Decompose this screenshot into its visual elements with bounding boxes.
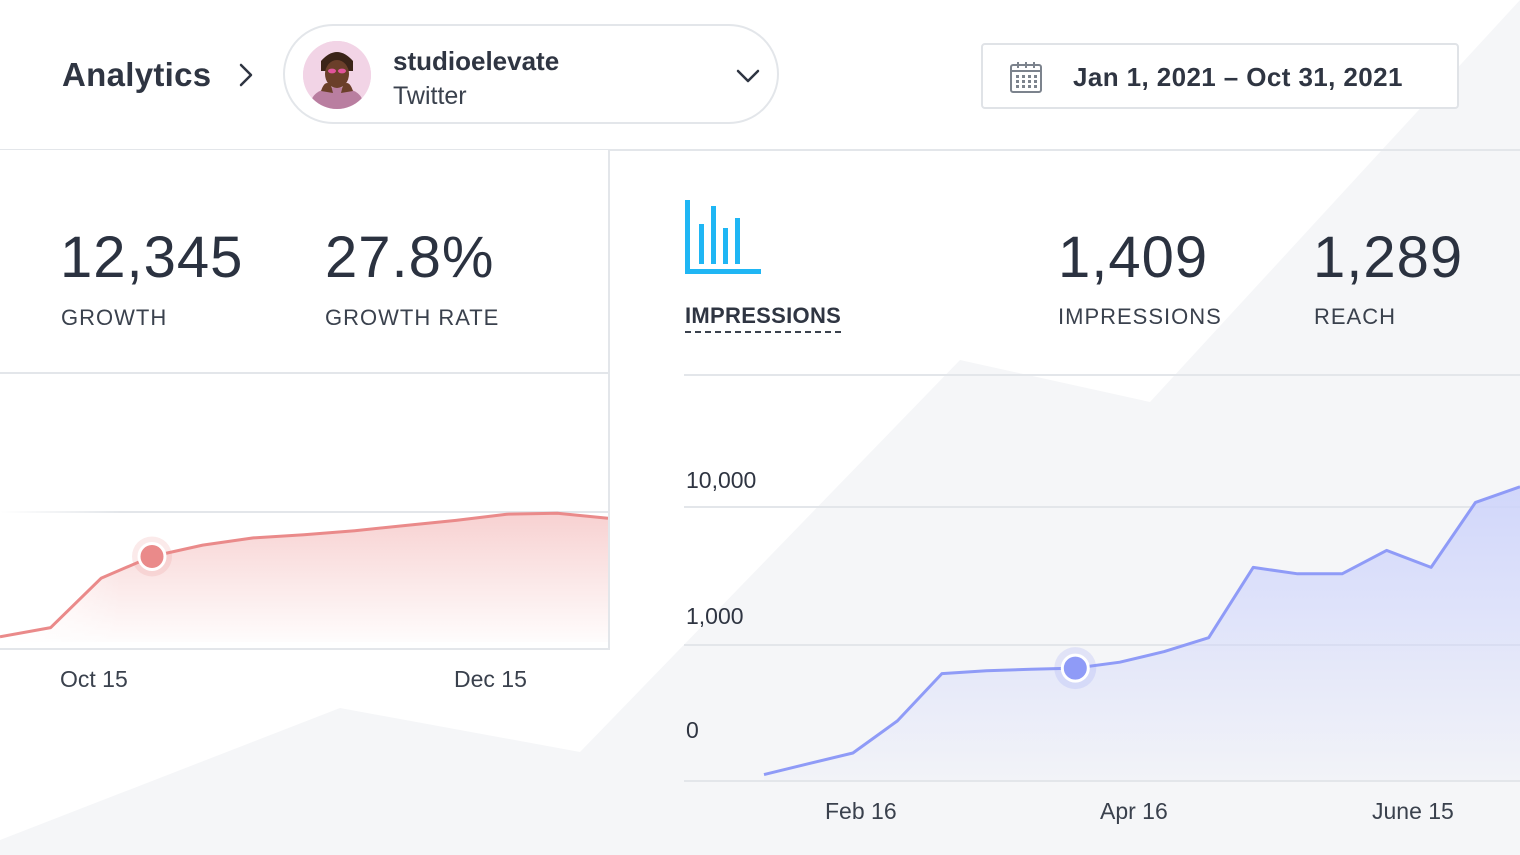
impressions-chart <box>684 374 1520 782</box>
page-header: Analytics studioelevate Twitter <box>0 0 1520 151</box>
avatar <box>303 41 371 109</box>
growth-line <box>0 511 608 639</box>
date-range-label: Jan 1, 2021 – Oct 31, 2021 <box>1073 62 1403 92</box>
growth-rate-label: GROWTH RATE <box>325 305 500 330</box>
account-name: studioelevate <box>393 46 560 76</box>
calendar-icon <box>1010 62 1042 93</box>
growth-count-value: 12,345 <box>60 225 244 290</box>
growth-panel: 12,345 GROWTH 27.8% GROWTH RATE <box>0 150 610 650</box>
date-range-picker[interactable]: Jan 1, 2021 – Oct 31, 2021 <box>981 43 1459 109</box>
growth-count-label: GROWTH <box>61 305 168 330</box>
reach-value: 1,289 <box>1313 225 1464 290</box>
growth-rate-value: 27.8% <box>325 225 495 290</box>
growth-marker <box>137 541 167 571</box>
account-network: Twitter <box>393 82 467 110</box>
bar-chart-icon[interactable] <box>684 198 762 276</box>
impressions-y-label-10000: 10,000 <box>686 467 757 493</box>
growth-chart <box>0 374 608 648</box>
growth-x-label-oct15: Oct 15 <box>60 666 128 692</box>
tab-impressions[interactable]: IMPRESSIONS <box>685 303 842 333</box>
chevron-right-icon <box>239 63 253 87</box>
impressions-x-label-apr16: Apr 16 <box>1100 798 1168 824</box>
impressions-area <box>764 486 1520 780</box>
growth-fade <box>0 374 608 648</box>
panel-divider <box>0 372 608 374</box>
impressions-value: 1,409 <box>1058 225 1209 290</box>
impressions-y-label-1000: 1,000 <box>686 603 744 629</box>
impressions-x-label-june15: June 15 <box>1372 798 1454 824</box>
impressions-x-label-feb16: Feb 16 <box>825 798 897 824</box>
account-selector[interactable]: studioelevate Twitter <box>283 24 779 124</box>
impressions-marker <box>1060 653 1090 683</box>
impressions-line <box>763 485 1520 777</box>
impressions-y-label-0: 0 <box>686 717 699 743</box>
growth-x-label-dec15: Dec 15 <box>454 666 527 692</box>
impressions-label: IMPRESSIONS <box>1058 304 1222 329</box>
breadcrumb-title[interactable]: Analytics <box>62 56 212 93</box>
reach-label: REACH <box>1314 304 1397 329</box>
chevron-down-icon[interactable] <box>735 66 761 86</box>
